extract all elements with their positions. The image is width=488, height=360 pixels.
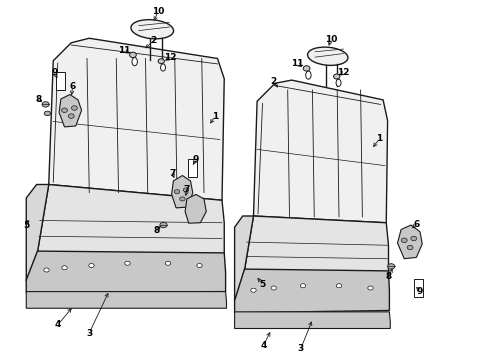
Ellipse shape bbox=[336, 284, 341, 288]
Ellipse shape bbox=[401, 238, 407, 243]
Ellipse shape bbox=[129, 52, 136, 58]
Ellipse shape bbox=[131, 20, 173, 39]
Text: 3: 3 bbox=[297, 344, 303, 353]
Text: 7: 7 bbox=[183, 185, 190, 194]
Text: 3: 3 bbox=[86, 328, 92, 338]
Polygon shape bbox=[185, 194, 206, 223]
Ellipse shape bbox=[305, 71, 310, 79]
Text: 1: 1 bbox=[376, 134, 382, 143]
Ellipse shape bbox=[250, 288, 256, 292]
Ellipse shape bbox=[179, 197, 185, 201]
Ellipse shape bbox=[160, 222, 167, 228]
Text: 12: 12 bbox=[337, 68, 349, 77]
Ellipse shape bbox=[160, 64, 165, 71]
Ellipse shape bbox=[61, 266, 67, 270]
Ellipse shape bbox=[196, 264, 202, 267]
Text: 6: 6 bbox=[412, 220, 419, 229]
Text: 8: 8 bbox=[35, 94, 41, 104]
Ellipse shape bbox=[174, 190, 179, 194]
Polygon shape bbox=[171, 175, 192, 208]
Ellipse shape bbox=[68, 114, 74, 118]
Polygon shape bbox=[49, 38, 224, 200]
Text: 10: 10 bbox=[324, 35, 336, 44]
Text: 2: 2 bbox=[150, 36, 157, 45]
Text: 9: 9 bbox=[51, 68, 58, 77]
FancyBboxPatch shape bbox=[188, 159, 197, 177]
Ellipse shape bbox=[335, 79, 340, 86]
Text: 4: 4 bbox=[260, 341, 266, 350]
Polygon shape bbox=[26, 251, 225, 292]
Polygon shape bbox=[26, 292, 226, 308]
Polygon shape bbox=[234, 216, 253, 302]
Ellipse shape bbox=[71, 106, 77, 110]
Text: 10: 10 bbox=[152, 7, 164, 16]
Ellipse shape bbox=[42, 102, 49, 107]
Ellipse shape bbox=[410, 236, 416, 241]
Ellipse shape bbox=[158, 59, 164, 64]
Polygon shape bbox=[59, 94, 81, 127]
Polygon shape bbox=[397, 225, 421, 259]
Polygon shape bbox=[234, 312, 389, 328]
Text: 9: 9 bbox=[416, 287, 422, 296]
Text: 12: 12 bbox=[163, 53, 176, 62]
Polygon shape bbox=[244, 216, 387, 272]
Ellipse shape bbox=[367, 286, 372, 290]
Ellipse shape bbox=[300, 284, 305, 288]
Text: 8: 8 bbox=[385, 272, 391, 281]
Text: 2: 2 bbox=[270, 77, 276, 86]
Text: 8: 8 bbox=[153, 226, 160, 235]
Text: 6: 6 bbox=[69, 82, 76, 91]
Ellipse shape bbox=[61, 108, 67, 112]
Ellipse shape bbox=[44, 111, 50, 116]
Ellipse shape bbox=[132, 58, 137, 66]
Polygon shape bbox=[38, 184, 224, 254]
Ellipse shape bbox=[307, 47, 347, 66]
Polygon shape bbox=[253, 80, 387, 223]
Polygon shape bbox=[234, 269, 388, 313]
Polygon shape bbox=[26, 184, 49, 281]
FancyBboxPatch shape bbox=[56, 72, 65, 90]
Text: 4: 4 bbox=[55, 320, 61, 329]
Ellipse shape bbox=[303, 66, 309, 71]
Ellipse shape bbox=[183, 188, 188, 192]
Ellipse shape bbox=[407, 245, 412, 250]
FancyBboxPatch shape bbox=[413, 279, 422, 297]
Text: 11: 11 bbox=[291, 59, 303, 68]
Ellipse shape bbox=[44, 268, 49, 272]
Text: 11: 11 bbox=[118, 46, 130, 55]
Ellipse shape bbox=[270, 286, 276, 290]
Ellipse shape bbox=[333, 74, 339, 79]
Ellipse shape bbox=[387, 264, 394, 269]
Text: 5: 5 bbox=[23, 221, 29, 230]
Ellipse shape bbox=[89, 264, 94, 267]
Text: 5: 5 bbox=[259, 280, 265, 289]
Text: 9: 9 bbox=[192, 155, 199, 164]
Ellipse shape bbox=[124, 261, 130, 265]
Text: 7: 7 bbox=[169, 169, 175, 178]
Ellipse shape bbox=[165, 261, 170, 265]
Text: 1: 1 bbox=[212, 112, 218, 121]
